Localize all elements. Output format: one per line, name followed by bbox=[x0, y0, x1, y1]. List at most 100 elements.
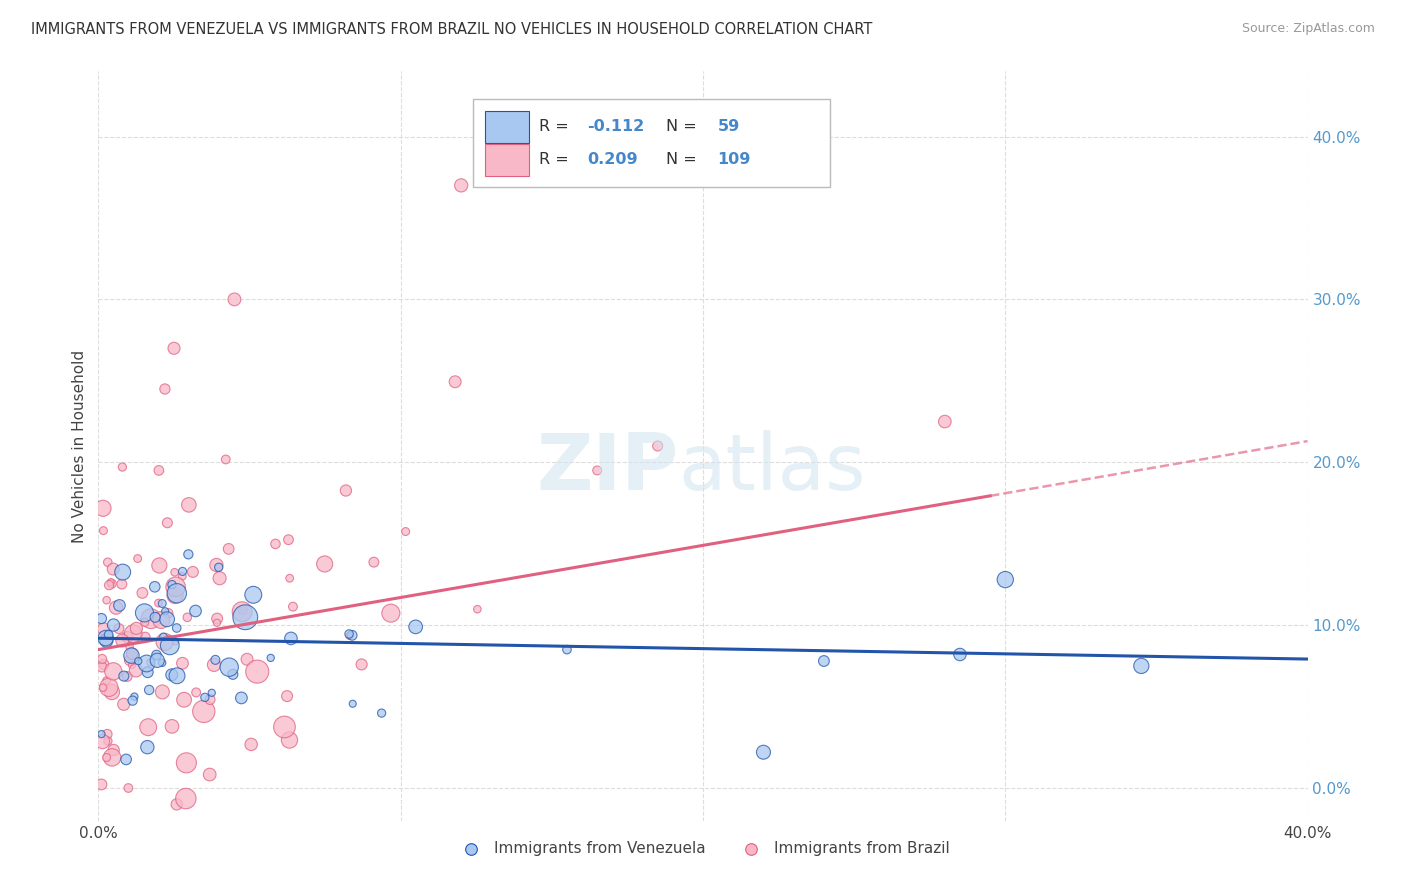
Point bbox=[97, 681, 120, 695]
Point bbox=[202, 657, 225, 672]
Point bbox=[146, 653, 169, 667]
Text: 0.209: 0.209 bbox=[586, 153, 637, 168]
Point bbox=[246, 665, 269, 679]
Point bbox=[342, 697, 364, 711]
Point bbox=[205, 615, 228, 630]
Point bbox=[163, 566, 186, 580]
Point bbox=[240, 738, 263, 752]
Point bbox=[194, 690, 217, 705]
Point bbox=[208, 571, 231, 585]
FancyBboxPatch shape bbox=[474, 99, 830, 187]
Point bbox=[148, 463, 170, 477]
Point bbox=[121, 693, 143, 707]
Point bbox=[153, 382, 176, 396]
Legend: Immigrants from Venezuela, Immigrants from Brazil: Immigrants from Venezuela, Immigrants fr… bbox=[450, 835, 956, 862]
Point bbox=[115, 752, 138, 766]
Point bbox=[117, 630, 139, 644]
Point bbox=[148, 558, 170, 573]
Text: Source: ZipAtlas.com: Source: ZipAtlas.com bbox=[1241, 22, 1375, 36]
Point bbox=[121, 648, 143, 663]
Point bbox=[127, 551, 149, 566]
Point bbox=[166, 669, 188, 683]
Point bbox=[111, 577, 134, 591]
Point bbox=[97, 555, 120, 569]
Point bbox=[198, 692, 221, 706]
Point bbox=[994, 573, 1017, 587]
Point bbox=[97, 734, 120, 748]
Point bbox=[337, 629, 360, 643]
Point bbox=[143, 610, 166, 624]
Point bbox=[108, 599, 131, 613]
Point bbox=[122, 626, 145, 640]
Point bbox=[218, 660, 240, 674]
Point bbox=[177, 498, 200, 512]
Text: 59: 59 bbox=[717, 120, 740, 135]
Point bbox=[160, 577, 183, 591]
Point bbox=[118, 653, 141, 667]
Point bbox=[278, 571, 301, 585]
Point bbox=[96, 593, 118, 607]
Point bbox=[370, 706, 392, 720]
Point bbox=[172, 657, 194, 671]
Point bbox=[111, 633, 134, 648]
Point bbox=[232, 603, 254, 617]
Point bbox=[134, 630, 156, 644]
Point bbox=[260, 651, 283, 665]
Point bbox=[165, 634, 187, 648]
FancyBboxPatch shape bbox=[485, 112, 529, 143]
Point bbox=[222, 667, 245, 681]
Point bbox=[205, 611, 228, 625]
Text: -0.112: -0.112 bbox=[586, 120, 644, 135]
Point bbox=[174, 791, 197, 805]
Point bbox=[117, 780, 139, 795]
Point bbox=[380, 606, 402, 620]
Point bbox=[152, 630, 174, 644]
Text: 109: 109 bbox=[717, 153, 751, 168]
Point bbox=[100, 575, 122, 590]
Point bbox=[276, 689, 298, 703]
Point bbox=[127, 654, 149, 668]
Point bbox=[111, 565, 134, 579]
Point bbox=[163, 341, 186, 355]
Point bbox=[121, 647, 143, 661]
Point bbox=[335, 483, 357, 498]
Point bbox=[91, 681, 114, 695]
Point bbox=[105, 600, 128, 615]
Point bbox=[647, 439, 669, 453]
Point bbox=[125, 664, 148, 678]
Point bbox=[233, 610, 256, 624]
Point bbox=[231, 605, 253, 619]
Point bbox=[150, 597, 173, 611]
Point bbox=[172, 569, 194, 583]
Point bbox=[98, 578, 121, 592]
Point bbox=[136, 720, 159, 734]
Point bbox=[134, 606, 156, 620]
Point bbox=[215, 452, 238, 467]
Point bbox=[136, 740, 159, 755]
Point bbox=[160, 667, 183, 681]
Point bbox=[159, 639, 181, 653]
Point bbox=[96, 673, 118, 688]
Point bbox=[165, 589, 187, 603]
Point bbox=[350, 657, 373, 672]
Point bbox=[125, 621, 148, 635]
Point bbox=[176, 610, 198, 624]
Point bbox=[278, 733, 301, 747]
Point bbox=[1130, 659, 1153, 673]
Point bbox=[281, 599, 304, 614]
Point bbox=[160, 719, 183, 733]
Point bbox=[90, 611, 112, 625]
Point bbox=[934, 415, 956, 429]
Point bbox=[139, 612, 162, 626]
Point bbox=[205, 558, 228, 572]
Point bbox=[467, 602, 489, 616]
Y-axis label: No Vehicles in Household: No Vehicles in Household bbox=[72, 350, 87, 542]
Point bbox=[108, 622, 131, 636]
Point bbox=[166, 621, 188, 635]
Point bbox=[103, 618, 125, 632]
Point bbox=[90, 660, 112, 674]
Point bbox=[166, 586, 188, 600]
Point bbox=[949, 648, 972, 662]
Point bbox=[813, 654, 835, 668]
Point bbox=[337, 627, 360, 641]
